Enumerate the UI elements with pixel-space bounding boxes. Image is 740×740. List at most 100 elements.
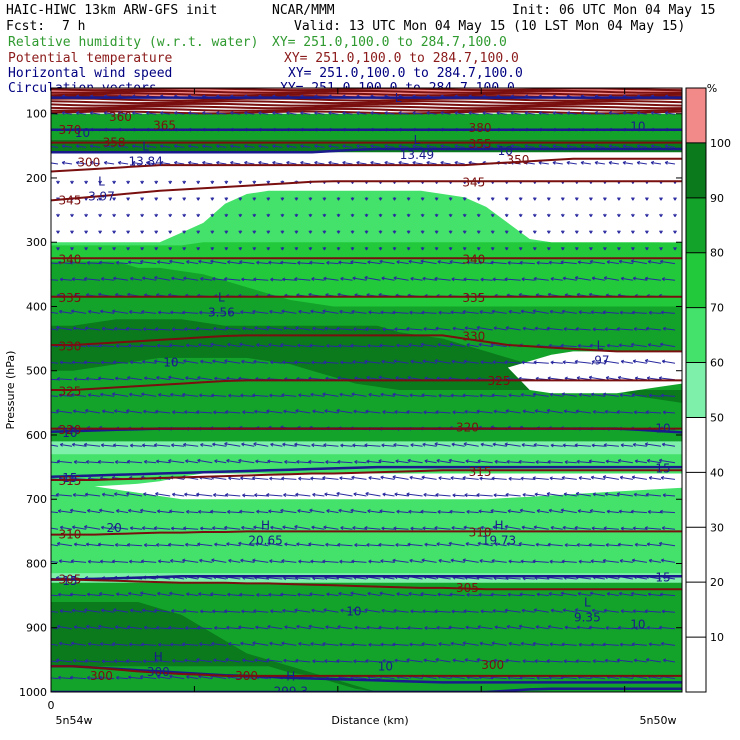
circulation-vector	[103, 144, 115, 149]
circulation-vector	[112, 525, 129, 530]
circulation-vector	[350, 260, 367, 265]
colorbar-bin-80	[686, 197, 706, 253]
circulation-vector	[533, 442, 549, 447]
circulation-vector	[328, 160, 339, 165]
circulation-vector	[394, 492, 409, 497]
circulation-vector	[393, 276, 409, 281]
circulation-vector	[449, 592, 465, 597]
circulation-vector	[128, 559, 143, 564]
circulation-vector	[98, 508, 115, 514]
circulation-vector	[253, 525, 269, 530]
circulation-vector	[224, 230, 229, 234]
y-tick-label: 100	[26, 108, 47, 121]
circulation-vector	[632, 442, 647, 447]
extremum-marker: L	[584, 595, 591, 609]
circulation-vector	[350, 591, 367, 597]
circulation-vector	[173, 160, 185, 165]
circulation-vector	[114, 376, 129, 381]
circulation-vector	[339, 392, 353, 397]
circulation-vector	[367, 343, 381, 348]
circulation-vector	[311, 277, 325, 281]
circulation-vector	[575, 491, 591, 497]
circulation-vector	[312, 659, 325, 664]
circulation-vector	[157, 393, 171, 397]
circulation-vector	[328, 144, 339, 149]
circulation-vector	[228, 642, 241, 646]
circulation-vector	[605, 626, 619, 630]
circulation-vector	[59, 277, 73, 282]
circulation-vector	[182, 392, 199, 397]
circulation-vector	[224, 276, 241, 281]
circulation-vector	[51, 594, 59, 597]
circulation-vector	[340, 526, 353, 530]
circulation-vector	[84, 658, 101, 663]
circulation-vector	[300, 111, 311, 115]
circulation-vector	[71, 442, 87, 447]
circulation-vector	[364, 247, 369, 251]
circulation-vector	[253, 442, 269, 447]
circulation-vector	[258, 111, 269, 115]
circulation-vector	[70, 559, 87, 564]
circulation-vector	[508, 559, 521, 564]
circulation-vector	[115, 509, 129, 514]
circulation-vector	[364, 230, 369, 234]
circulation-vector	[518, 197, 523, 201]
circulation-vector	[632, 609, 647, 614]
circulation-vector	[141, 443, 157, 448]
circulation-vector	[464, 493, 479, 498]
circulation-vector	[504, 197, 509, 201]
circulation-vector	[644, 213, 649, 218]
circulation-vector	[396, 260, 409, 265]
circulation-vector	[618, 259, 633, 265]
circulation-vector	[631, 393, 647, 397]
circulation-vector	[393, 608, 409, 613]
circulation-vector	[298, 309, 311, 314]
circulation-vector	[422, 276, 437, 281]
circulation-vector	[156, 509, 171, 514]
y-tick-label: 900	[26, 622, 47, 635]
circulation-vector	[311, 525, 325, 530]
circulation-vector	[476, 197, 481, 201]
circulation-vector	[518, 542, 535, 547]
circulation-vector	[448, 247, 453, 251]
circulation-vector	[84, 408, 101, 414]
circulation-vector	[408, 591, 423, 597]
circulation-vector	[356, 160, 367, 165]
circulation-vector	[87, 309, 101, 314]
plot-layers: 300 300 300 305 305 310 310 315 315 320 320 325 325 3…	[51, 88, 682, 692]
circulation-vector	[171, 359, 185, 364]
circulation-vector	[297, 260, 311, 265]
circulation-vector	[482, 111, 493, 115]
circulation-vector	[140, 559, 157, 564]
wind-label: 10	[62, 426, 77, 440]
circulation-vector	[606, 592, 619, 597]
circulation-vector	[198, 342, 213, 348]
circulation-vector	[577, 343, 591, 348]
circulation-vector	[452, 410, 465, 415]
circulation-vector	[100, 443, 115, 448]
circulation-vector	[620, 276, 633, 281]
circulation-vector	[115, 592, 129, 597]
circulation-vector	[126, 180, 131, 184]
circulation-vector	[216, 160, 227, 165]
circulation-vector	[381, 359, 395, 364]
circulation-vector	[468, 111, 479, 115]
circulation-vector	[423, 326, 437, 331]
circulation-vector	[578, 392, 591, 397]
circulation-vector	[154, 230, 159, 234]
circulation-vector	[182, 180, 187, 184]
circulation-vector	[522, 492, 535, 497]
circulation-vector	[520, 476, 535, 481]
circulation-vector	[423, 658, 437, 663]
circulation-vector	[608, 144, 619, 149]
circulation-vector	[602, 642, 619, 647]
circulation-vector	[546, 659, 563, 664]
theta-label: 345	[58, 193, 81, 207]
circulation-vector	[339, 309, 353, 314]
circulation-vector	[140, 591, 157, 597]
circulation-vector	[408, 259, 423, 265]
circulation-vector	[270, 442, 283, 447]
circulation-vector	[590, 310, 605, 315]
circulation-vector	[574, 230, 579, 234]
circulation-vector	[196, 230, 201, 234]
